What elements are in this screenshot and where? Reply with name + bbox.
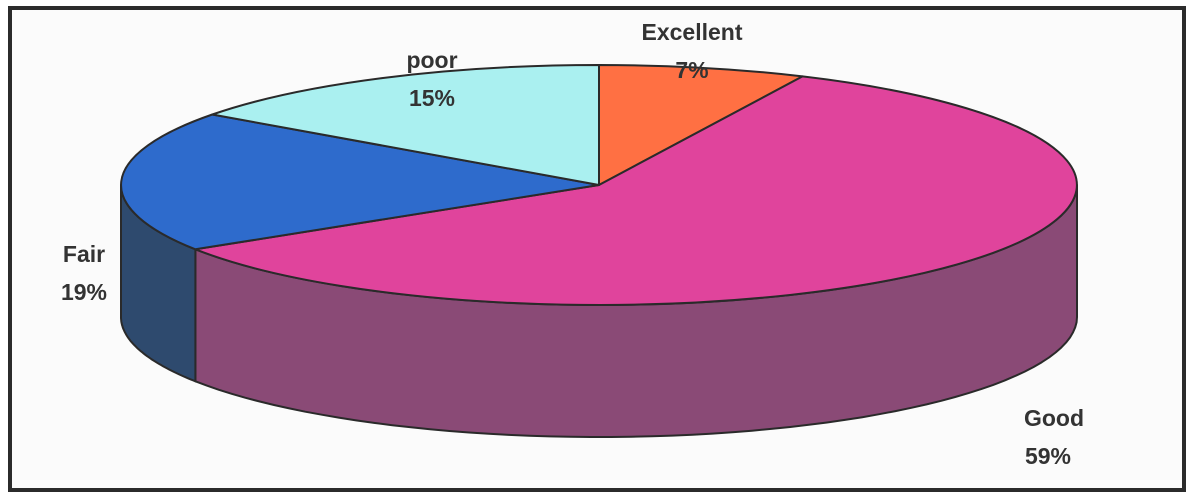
- chart-frame: Excellent 7% poor 15% Fair 19% Good 59%: [8, 6, 1186, 492]
- slice-label-good: Good: [1024, 405, 1084, 431]
- slice-value-good: 59%: [1025, 443, 1071, 469]
- pie-slice-good: [194, 75, 1078, 306]
- slice-value-excellent: 7%: [675, 57, 708, 83]
- pie-slice-fair: [120, 113, 600, 251]
- slice-label-poor: poor: [406, 47, 457, 73]
- slice-value-fair: 19%: [61, 279, 107, 305]
- pie-tops: [120, 63, 1078, 306]
- pie-slice-excellent: [598, 63, 804, 186]
- slice-value-poor: 15%: [409, 85, 455, 111]
- slice-label-excellent: Excellent: [642, 19, 743, 45]
- pie-slice-poor: [211, 64, 600, 186]
- slice-label-fair: Fair: [63, 241, 105, 267]
- pie-chart: Excellent 7% poor 15% Fair 19% Good 59%: [61, 19, 1084, 469]
- pie-labels: Excellent 7% poor 15% Fair 19% Good 59%: [61, 19, 1084, 469]
